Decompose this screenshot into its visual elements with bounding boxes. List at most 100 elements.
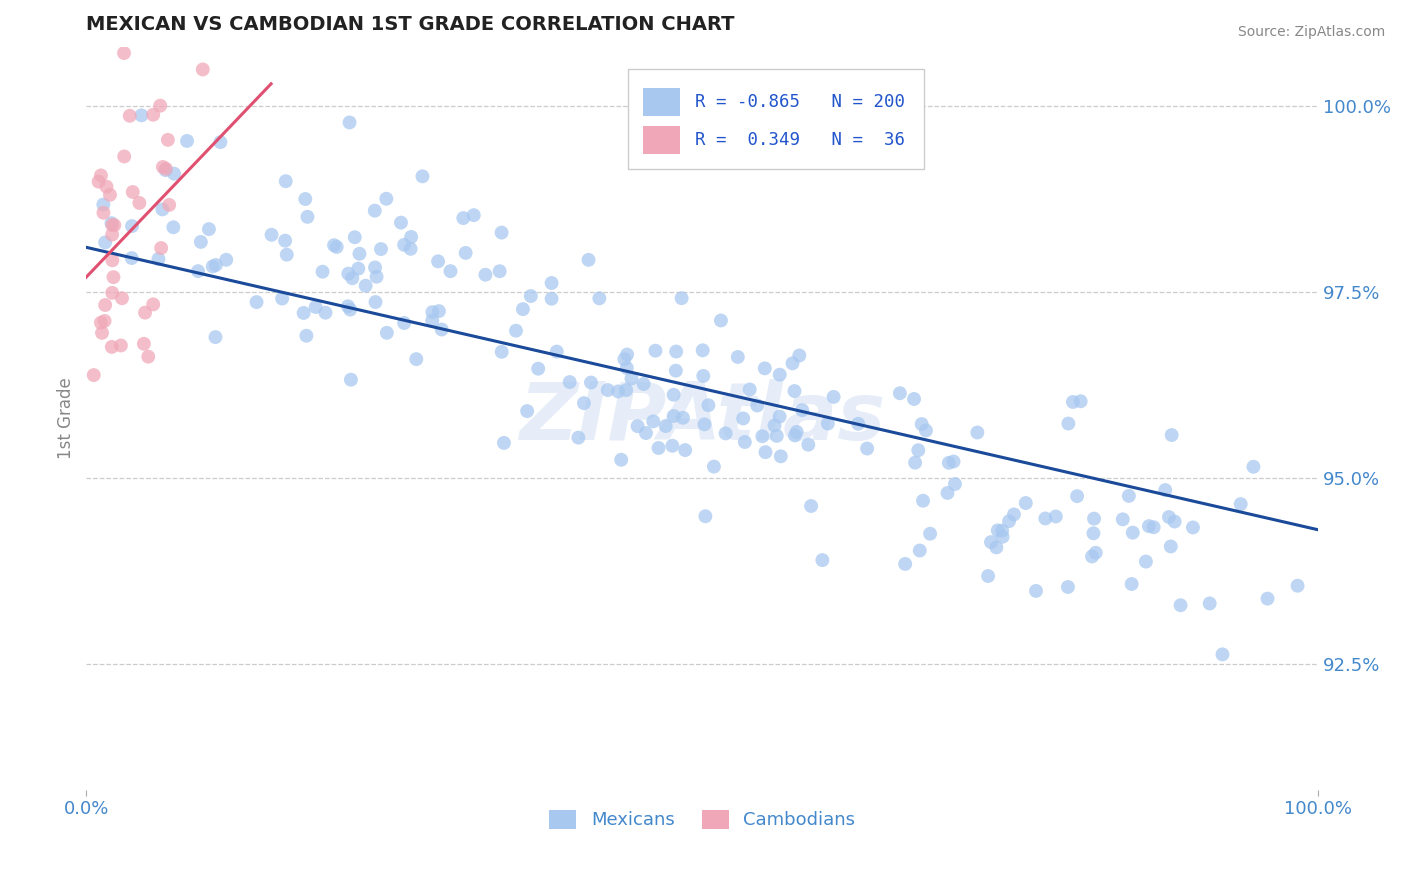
Point <box>201 260 224 274</box>
Point <box>672 410 695 425</box>
Point <box>987 524 1010 538</box>
Point <box>112 45 135 60</box>
Point <box>209 135 232 149</box>
Point <box>83 368 105 382</box>
Point <box>91 326 114 340</box>
Point <box>936 486 959 500</box>
Point <box>150 241 173 255</box>
Point <box>747 399 769 413</box>
Point <box>1112 512 1135 526</box>
Bar <box>643 87 681 116</box>
Point <box>463 208 485 222</box>
Point <box>94 235 117 250</box>
Point <box>405 352 427 367</box>
Point <box>789 349 811 363</box>
Point <box>786 425 808 439</box>
Point <box>1083 526 1105 541</box>
Point <box>1015 496 1038 510</box>
Point <box>274 174 297 188</box>
Point <box>87 175 110 189</box>
Point <box>1070 394 1092 409</box>
Point <box>1286 579 1309 593</box>
Point <box>1229 497 1251 511</box>
Point <box>567 431 589 445</box>
Point <box>274 234 297 248</box>
Point <box>613 352 636 367</box>
Point <box>111 291 134 305</box>
Point <box>311 265 333 279</box>
Point <box>714 426 737 441</box>
Point <box>980 535 1002 549</box>
Point <box>596 383 619 397</box>
Point <box>339 302 361 317</box>
Point <box>1163 515 1185 529</box>
Point <box>94 298 117 312</box>
Point <box>430 322 453 336</box>
Point <box>540 276 562 290</box>
Point <box>93 205 115 219</box>
Point <box>148 252 170 266</box>
Point <box>454 246 477 260</box>
Point <box>364 203 387 218</box>
Point <box>792 403 814 417</box>
Point <box>733 411 755 425</box>
Point <box>607 384 630 399</box>
Point <box>908 543 931 558</box>
Point <box>991 524 1014 538</box>
Point <box>162 220 184 235</box>
Point <box>101 285 124 300</box>
Point <box>323 238 346 252</box>
Text: R = -0.865   N = 200: R = -0.865 N = 200 <box>695 93 905 111</box>
Point <box>1084 546 1107 560</box>
Point <box>665 344 688 359</box>
Point <box>738 383 761 397</box>
Point <box>1057 580 1080 594</box>
Point <box>389 216 412 230</box>
Point <box>620 371 643 385</box>
Point <box>1157 510 1180 524</box>
Point <box>1081 549 1104 564</box>
Point <box>765 429 787 443</box>
Point <box>797 437 820 451</box>
Point <box>142 108 165 122</box>
Point <box>1002 508 1025 522</box>
Point <box>392 237 415 252</box>
Point <box>920 526 942 541</box>
Point <box>325 240 347 254</box>
Point <box>769 368 792 382</box>
Point <box>734 435 756 450</box>
Point <box>1143 520 1166 534</box>
Point <box>693 417 716 432</box>
Point <box>654 419 676 434</box>
Point <box>163 167 186 181</box>
Point <box>1135 555 1157 569</box>
Point <box>297 210 319 224</box>
Text: MEXICAN VS CAMBODIAN 1ST GRADE CORRELATION CHART: MEXICAN VS CAMBODIAN 1ST GRADE CORRELATI… <box>86 15 735 34</box>
Point <box>558 375 581 389</box>
Point <box>375 192 398 206</box>
Point <box>998 514 1021 528</box>
Point <box>370 242 392 256</box>
Point <box>626 419 648 434</box>
Point <box>1057 417 1080 431</box>
Point <box>342 271 364 285</box>
Point <box>149 98 172 112</box>
Point <box>889 386 911 401</box>
FancyBboxPatch shape <box>628 69 924 169</box>
Point <box>727 350 749 364</box>
Point <box>422 305 444 319</box>
Point <box>354 278 377 293</box>
Point <box>110 338 132 352</box>
Point <box>817 417 839 431</box>
Point <box>439 264 461 278</box>
Text: Source: ZipAtlas.com: Source: ZipAtlas.com <box>1237 25 1385 39</box>
Point <box>366 269 388 284</box>
Point <box>1170 599 1192 613</box>
Point <box>783 428 806 442</box>
Point <box>907 443 929 458</box>
Point <box>1154 483 1177 497</box>
Point <box>616 361 638 376</box>
Point <box>101 227 124 242</box>
Point <box>588 291 610 305</box>
Point <box>295 328 318 343</box>
